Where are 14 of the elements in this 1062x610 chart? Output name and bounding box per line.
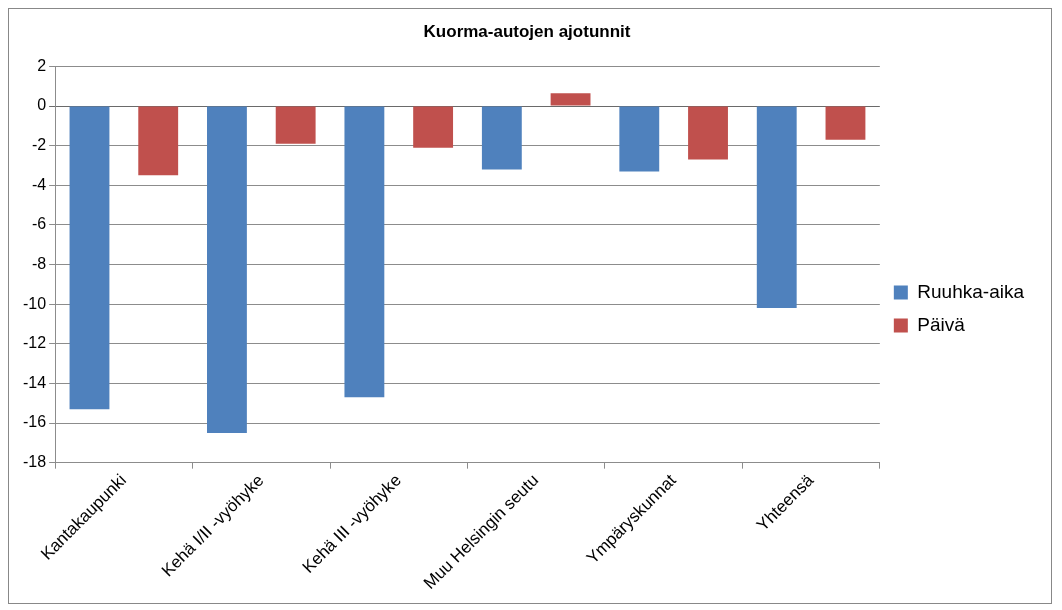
chart-title: Kuorma-autojen ajotunnit (423, 21, 631, 41)
y-tick-label: 0 (37, 96, 47, 114)
y-tick-label: -16 (23, 413, 47, 431)
y-tick-label: -8 (31, 254, 47, 272)
y-tick-label: -10 (23, 294, 47, 312)
legend-label: Ruuhka-aika (917, 280, 1025, 302)
y-tick-label: 2 (37, 56, 47, 74)
y-tick-label: -14 (23, 373, 47, 391)
y-tick-label: -2 (31, 136, 47, 154)
y-tick-label: -12 (23, 334, 47, 352)
y-tick-label: -18 (23, 453, 47, 471)
legend-label: Päivä (917, 313, 966, 335)
y-tick-label: -6 (31, 215, 47, 233)
y-tick-label: -4 (31, 175, 47, 193)
